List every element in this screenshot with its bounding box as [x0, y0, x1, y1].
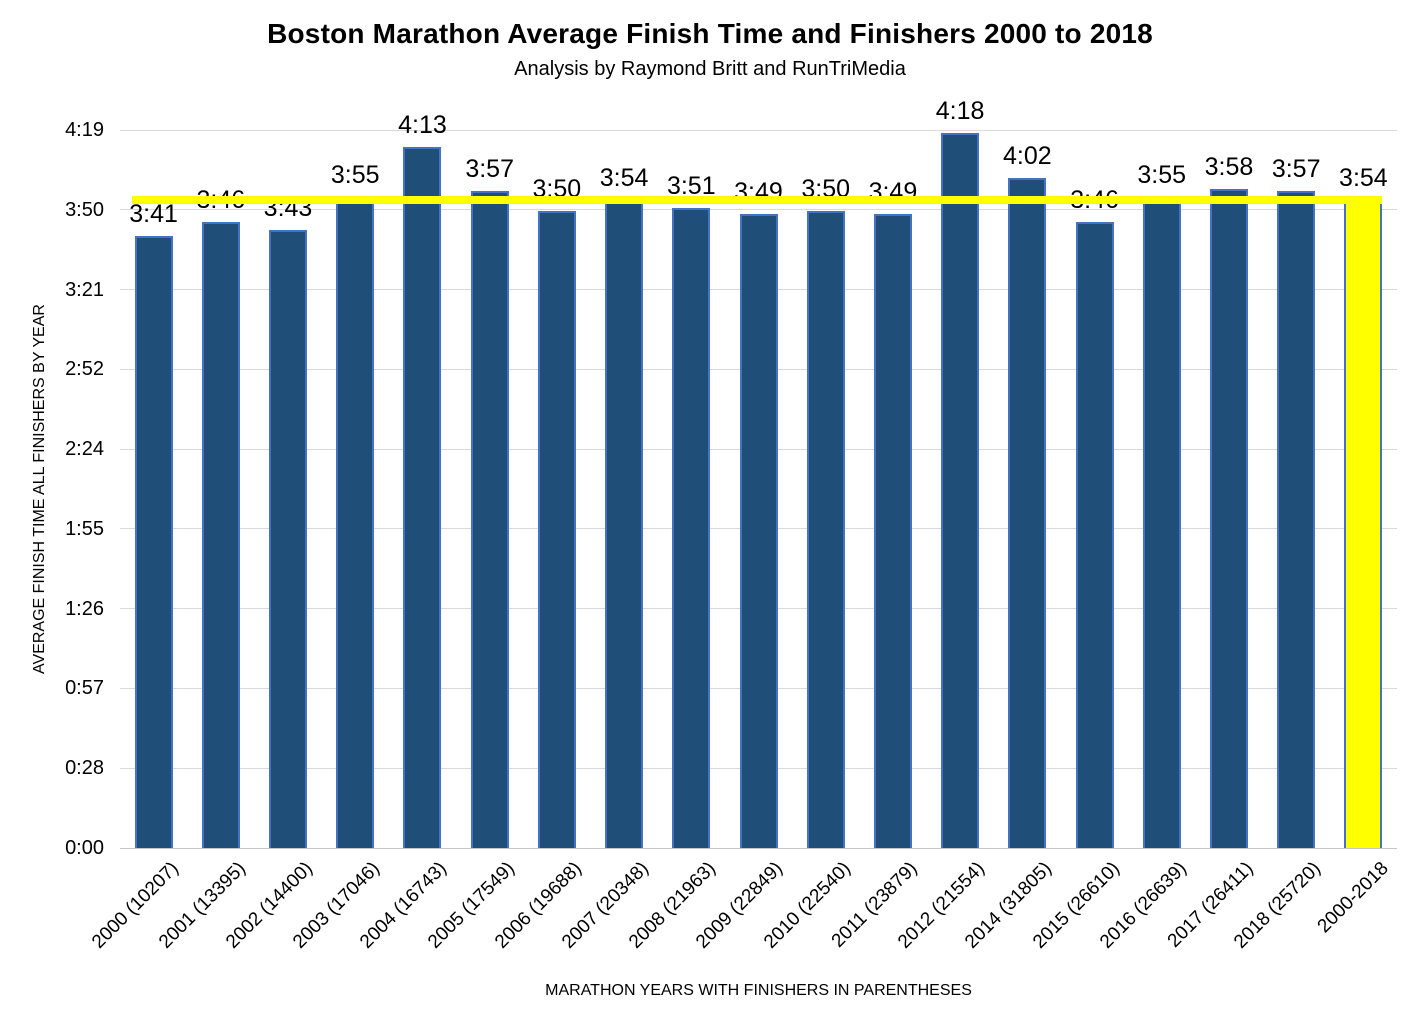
x-category-label: 2000-2018	[1313, 858, 1393, 938]
bar	[672, 208, 711, 848]
bar	[470, 191, 509, 848]
bar	[1277, 191, 1316, 848]
y-tick-label: 0:57	[65, 677, 104, 700]
bar	[336, 197, 375, 848]
bar-value-label: 4:13	[398, 111, 447, 140]
bar-value-label: 3:51	[666, 172, 716, 201]
bar-value-label: 3:57	[465, 155, 514, 184]
bar	[134, 235, 173, 848]
gridline	[120, 209, 1397, 211]
y-tick-label: 4:19	[65, 119, 104, 141]
bar	[1008, 177, 1047, 848]
bar	[1075, 221, 1114, 848]
bar-value-label: 3:58	[1204, 152, 1254, 181]
bar	[537, 210, 576, 848]
bar-value-label: 3:54	[599, 163, 649, 192]
x-axis-title: MARATHON YEARS WITH FINISHERS IN PARENTH…	[545, 982, 972, 999]
bar	[201, 221, 240, 848]
bar	[806, 210, 845, 848]
bar	[403, 147, 442, 848]
bar	[1209, 188, 1248, 848]
highlight-bar	[1344, 199, 1383, 848]
gridline	[120, 847, 1397, 849]
y-tick-label: 0:00	[65, 837, 104, 859]
bar-value-label: 3:55	[1137, 161, 1187, 190]
bar	[873, 213, 912, 848]
y-tick-label: 2:24	[65, 438, 104, 461]
chart-subtitle: Analysis by Raymond Britt and RunTriMedi…	[514, 58, 906, 80]
bar-value-label: 3:55	[330, 161, 380, 190]
y-tick-label: 0:28	[65, 757, 104, 780]
y-tick-label: 1:26	[65, 597, 104, 620]
bar	[1142, 197, 1181, 848]
y-tick-label: 3:21	[65, 278, 104, 301]
gridline	[120, 129, 1397, 131]
average-line	[131, 195, 1383, 204]
y-tick-label: 1:55	[65, 517, 104, 540]
bar	[269, 230, 308, 848]
y-tick-label: 2:52	[65, 358, 104, 381]
bar	[605, 199, 644, 848]
y-tick-label: 3:50	[65, 198, 104, 221]
bar-value-label: 3:54	[1339, 163, 1388, 192]
y-axis-title: AVERAGE FINISH TIME ALL FINISHERS BY YEA…	[31, 304, 48, 674]
bar-value-label: 3:41	[129, 199, 178, 228]
bar-value-label: 3:57	[1271, 155, 1321, 184]
bar	[739, 213, 778, 848]
chart-title: Boston Marathon Average Finish Time and …	[267, 18, 1153, 49]
bar-value-label: 4:18	[935, 97, 985, 126]
bar-value-label: 4:02	[1002, 141, 1052, 170]
bar	[941, 133, 980, 848]
